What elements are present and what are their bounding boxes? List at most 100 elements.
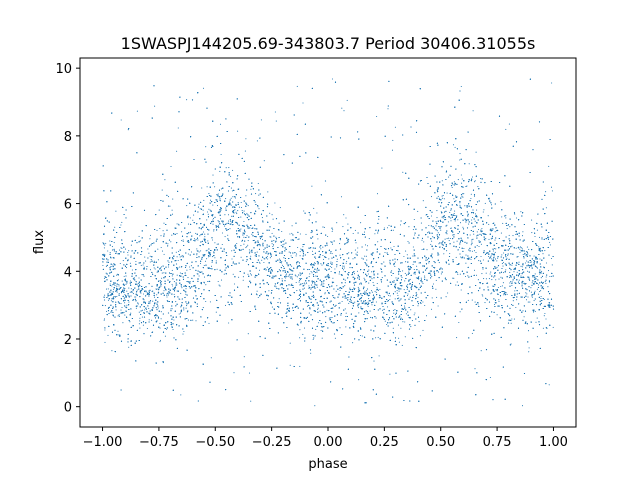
data-point [542, 281, 545, 283]
data-point [214, 186, 216, 188]
data-point [547, 286, 549, 288]
data-point [324, 293, 326, 295]
data-point [494, 247, 496, 250]
data-point [239, 230, 241, 232]
data-point [396, 292, 398, 294]
data-point [431, 256, 433, 258]
data-point [175, 301, 177, 303]
data-point [475, 151, 477, 153]
data-point [186, 280, 188, 283]
data-point [323, 263, 325, 265]
data-point [383, 248, 386, 250]
data-point [366, 259, 368, 261]
data-point [310, 352, 312, 354]
data-point [317, 261, 320, 263]
data-point [369, 310, 371, 312]
data-point [500, 276, 502, 278]
data-point [501, 285, 503, 287]
data-point [508, 234, 510, 236]
data-point [151, 309, 153, 311]
data-point [384, 320, 386, 322]
data-point [287, 276, 289, 278]
data-point [216, 268, 218, 270]
data-point [482, 268, 484, 270]
data-point [166, 294, 168, 296]
data-point [141, 309, 144, 311]
data-point [255, 193, 257, 195]
data-point [505, 217, 507, 219]
data-point [170, 165, 172, 168]
data-point [493, 303, 496, 306]
data-point [186, 305, 188, 307]
data-point [462, 193, 464, 195]
data-point [141, 289, 143, 291]
data-point [128, 250, 130, 252]
data-point [314, 272, 317, 274]
data-point [116, 291, 118, 293]
data-point [313, 305, 315, 307]
data-point [389, 295, 391, 297]
data-point [528, 248, 530, 250]
data-point [138, 277, 140, 279]
data-point [481, 273, 483, 275]
data-point [531, 295, 533, 297]
data-point [208, 322, 210, 324]
data-point [516, 299, 518, 301]
data-point [323, 283, 325, 285]
data-point [102, 264, 104, 267]
data-point [509, 271, 511, 273]
data-point [281, 261, 283, 263]
data-point [471, 176, 474, 178]
data-point [278, 258, 281, 260]
data-point [368, 238, 370, 240]
data-point [447, 292, 449, 294]
data-point [300, 248, 302, 250]
data-point [339, 289, 341, 291]
data-point [118, 285, 120, 287]
data-point [107, 299, 110, 301]
data-point [288, 251, 290, 253]
data-point [161, 272, 163, 274]
data-point [166, 296, 168, 298]
data-point [103, 233, 105, 235]
data-point [470, 258, 472, 261]
data-point [345, 315, 347, 318]
data-point [116, 285, 118, 287]
data-point [107, 334, 109, 336]
data-point [263, 258, 265, 260]
data-point [414, 234, 416, 236]
data-point [128, 287, 130, 289]
data-point [454, 210, 456, 212]
data-point [326, 278, 328, 280]
data-point [291, 283, 293, 285]
data-point [493, 276, 495, 278]
data-point [138, 235, 140, 237]
data-point [510, 276, 512, 279]
data-point [440, 229, 442, 231]
data-point [170, 272, 173, 275]
data-point [465, 262, 467, 264]
data-point [409, 296, 411, 298]
data-point [497, 286, 499, 289]
data-point [221, 232, 224, 234]
data-point [377, 241, 379, 243]
data-point [219, 123, 222, 125]
data-point [471, 240, 473, 242]
data-point [219, 170, 221, 172]
data-point [434, 261, 436, 263]
data-point [505, 249, 507, 251]
data-point [254, 201, 256, 203]
data-point [175, 251, 177, 253]
data-point [410, 326, 412, 328]
data-point [118, 315, 121, 318]
data-point [187, 223, 190, 225]
data-point [142, 324, 144, 326]
data-point [455, 227, 457, 229]
data-point [349, 287, 351, 289]
data-point [169, 205, 171, 207]
data-point [461, 178, 463, 180]
data-point [215, 227, 217, 229]
data-point [339, 243, 341, 245]
data-point [171, 301, 173, 304]
data-point [418, 275, 420, 278]
